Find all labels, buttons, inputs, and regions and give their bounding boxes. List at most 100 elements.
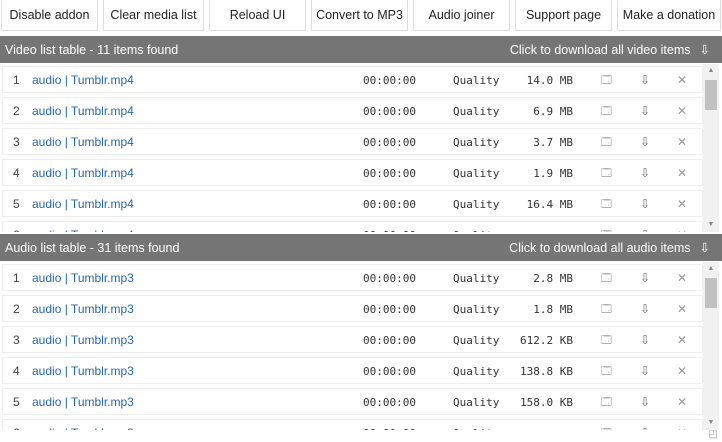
close-icon[interactable]: ✕ xyxy=(677,135,688,149)
scrollbar-thumb[interactable] xyxy=(705,278,717,308)
download-arrow-icon[interactable]: ⇩ xyxy=(640,73,651,87)
media-name-link[interactable]: audio | Tumblr.mp4 xyxy=(32,135,134,149)
media-name-link[interactable]: audio | Tumblr.mp3 xyxy=(32,271,134,285)
quality-label[interactable]: Quality xyxy=(453,167,500,180)
close-icon[interactable]: ✕ xyxy=(677,73,688,87)
row-number: 1 xyxy=(13,73,20,87)
list-item: 5 audio | Tumblr.mp4 00:00:00 Quality 16… xyxy=(2,190,703,217)
scroll-down-icon[interactable]: ▼ xyxy=(707,221,715,228)
scroll-up-icon[interactable]: ▲ xyxy=(707,265,715,272)
download-all-audio-label: Click to download all audio items xyxy=(509,240,691,255)
download-arrow-icon[interactable]: ⇩ xyxy=(640,426,650,430)
close-icon[interactable]: ✕ xyxy=(677,166,688,180)
media-name-link[interactable]: audio | Tumblr.mp4 xyxy=(32,166,134,180)
close-icon[interactable]: ✕ xyxy=(677,333,688,347)
quality-label[interactable]: Quality xyxy=(453,365,500,378)
support-page-button[interactable]: Support page xyxy=(515,0,612,31)
quality-label[interactable]: Quality xyxy=(453,105,500,118)
audio-list-header: Audio list table - 31 items found Click … xyxy=(0,234,722,261)
download-arrow-icon[interactable]: ⇩ xyxy=(640,166,651,180)
scroll-up-icon[interactable]: ▲ xyxy=(707,67,715,74)
download-all-audio-button[interactable]: Click to download all audio items ⇩ xyxy=(509,240,710,256)
duration: 00:00:00 xyxy=(363,365,416,378)
audio-joiner-button[interactable]: Audio joiner xyxy=(413,0,510,31)
clear-media-list-button[interactable]: Clear media list xyxy=(103,0,204,31)
scroll-down-icon[interactable]: ▼ xyxy=(707,419,715,426)
file-size: 158.0 KB xyxy=(520,396,573,409)
download-arrow-icon[interactable]: ⇩ xyxy=(640,197,651,211)
row-number: 3 xyxy=(13,135,20,149)
close-icon[interactable]: ✕ xyxy=(677,228,687,232)
preview-icon[interactable]: 🗔 xyxy=(601,304,612,315)
preview-icon[interactable]: 🗔 xyxy=(601,366,612,377)
audio-list-scrollbar[interactable]: ▲ ▼ xyxy=(703,262,719,430)
media-name-link[interactable]: audio | Tumblr.mp3 xyxy=(32,426,134,430)
media-name-link[interactable]: audio | Tumblr.mp3 xyxy=(32,333,134,347)
quality-label[interactable]: Quality xyxy=(453,334,500,347)
reload-ui-button[interactable]: Reload UI xyxy=(209,0,306,31)
close-icon[interactable]: ✕ xyxy=(677,364,688,378)
preview-icon[interactable]: 🗔 xyxy=(601,106,612,117)
preview-icon[interactable]: 🗔 xyxy=(601,335,612,346)
video-list-header: Video list table - 11 items found Click … xyxy=(0,36,722,63)
media-name-link[interactable]: audio | Tumblr.mp3 xyxy=(32,364,134,378)
duration: 00:00:00 xyxy=(363,229,416,232)
close-icon[interactable]: ✕ xyxy=(677,271,688,285)
convert-to-mp3-button[interactable]: Convert to MP3 xyxy=(311,0,408,31)
download-arrow-icon[interactable]: ⇩ xyxy=(640,228,650,232)
quality-label[interactable]: Quality xyxy=(453,198,500,211)
media-name-link[interactable]: audio | Tumblr.mp4 xyxy=(32,73,134,87)
disable-addon-button[interactable]: Disable addon xyxy=(1,0,98,31)
download-arrow-icon[interactable]: ⇩ xyxy=(640,395,651,409)
row-number: 4 xyxy=(13,364,20,378)
media-name-link[interactable]: audio | Tumblr.mp3 xyxy=(32,302,134,316)
list-item: 4 audio | Tumblr.mp4 00:00:00 Quality 1.… xyxy=(2,159,703,186)
preview-icon[interactable]: 🗔 xyxy=(601,75,612,86)
resize-grip-icon[interactable]: ◰ xyxy=(708,429,718,440)
preview-icon[interactable]: 🗔 xyxy=(601,228,612,232)
close-icon[interactable]: ✕ xyxy=(677,197,688,211)
preview-icon[interactable]: 🗔 xyxy=(601,397,612,408)
row-number: 3 xyxy=(13,333,20,347)
duration: 00:00:00 xyxy=(363,74,416,87)
preview-icon[interactable]: 🗔 xyxy=(601,168,612,179)
media-name-link[interactable]: audio | Tumblr.mp4 xyxy=(32,104,134,118)
list-item: 1 audio | Tumblr.mp4 00:00:00 Quality 14… xyxy=(2,66,703,93)
duration: 00:00:00 xyxy=(363,303,416,316)
quality-label[interactable]: Quality xyxy=(453,427,499,430)
preview-icon[interactable]: 🗔 xyxy=(601,199,612,210)
video-list-scrollbar[interactable]: ▲ ▼ xyxy=(703,64,719,232)
preview-icon[interactable]: 🗔 xyxy=(601,426,612,430)
file-size: 612.2 KB xyxy=(520,334,573,347)
download-arrow-icon[interactable]: ⇩ xyxy=(640,333,651,347)
file-size: 2.8 MB xyxy=(533,272,573,285)
media-name-link[interactable]: audio | Tumblr.mp4 xyxy=(32,228,134,232)
row-number: 5 xyxy=(13,395,20,409)
quality-label[interactable]: Quality xyxy=(453,136,500,149)
media-name-link[interactable]: audio | Tumblr.mp3 xyxy=(32,395,134,409)
close-icon[interactable]: ✕ xyxy=(677,104,688,118)
close-icon[interactable]: ✕ xyxy=(677,302,688,316)
close-icon[interactable]: ✕ xyxy=(677,426,687,430)
download-arrow-icon[interactable]: ⇩ xyxy=(640,135,651,149)
close-icon[interactable]: ✕ xyxy=(677,395,688,409)
preview-icon[interactable]: 🗔 xyxy=(601,137,612,148)
download-arrow-icon[interactable]: ⇩ xyxy=(640,364,651,378)
video-list-title: Video list table - 11 items found xyxy=(5,42,179,57)
make-donation-button[interactable]: Make a donation xyxy=(617,0,721,31)
download-arrow-icon[interactable]: ⇩ xyxy=(640,104,651,118)
list-item: 3 audio | Tumblr.mp4 00:00:00 Quality 3.… xyxy=(2,128,703,155)
quality-label[interactable]: Quality xyxy=(453,396,500,409)
media-name-link[interactable]: audio | Tumblr.mp4 xyxy=(32,197,134,211)
quality-label[interactable]: Quality xyxy=(453,303,500,316)
quality-label[interactable]: Quality xyxy=(453,74,500,87)
download-arrow-icon[interactable]: ⇩ xyxy=(640,302,651,316)
quality-label[interactable]: Quality xyxy=(453,229,499,232)
preview-icon[interactable]: 🗔 xyxy=(601,273,612,284)
row-number: 1 xyxy=(13,271,20,285)
quality-label[interactable]: Quality xyxy=(453,272,500,285)
download-arrow-icon[interactable]: ⇩ xyxy=(640,271,651,285)
row-number: 5 xyxy=(13,197,20,211)
download-all-video-button[interactable]: Click to download all video items ⇩ xyxy=(510,42,710,58)
scrollbar-thumb[interactable] xyxy=(705,80,717,110)
